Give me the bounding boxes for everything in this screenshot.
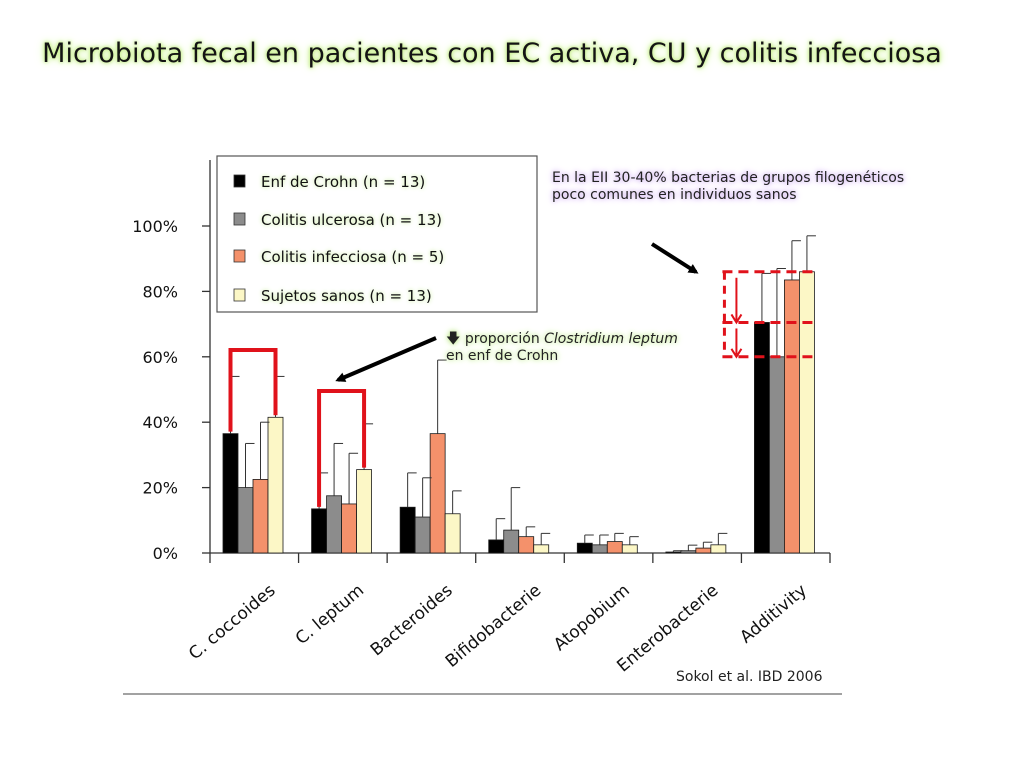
slide-title: Microbiota fecal en pacientes con EC act… <box>42 38 942 69</box>
bar <box>518 536 535 554</box>
bar <box>769 356 785 554</box>
x-category-label: Bacteroides <box>367 580 457 660</box>
annotation-brackets <box>228 270 813 507</box>
x-category-label: C. leptum <box>292 581 368 649</box>
bracket-c-coccoides <box>228 348 278 432</box>
bar <box>503 529 520 554</box>
bar <box>326 495 342 554</box>
bar <box>252 479 269 554</box>
bar <box>429 433 446 554</box>
bar <box>784 279 800 554</box>
bar <box>710 544 727 554</box>
bar <box>799 271 815 554</box>
legend-swatch <box>233 174 246 188</box>
x-category-label: Atopobium <box>550 581 634 656</box>
y-tick-label: 20% <box>142 479 178 498</box>
y-tick-label: 0% <box>153 544 178 563</box>
legend-label: Sujetos sanos (n = 13) <box>261 287 432 305</box>
bar <box>606 541 623 554</box>
clostridium-note-italic: Clostridium leptum <box>544 331 678 347</box>
bar <box>680 550 697 554</box>
y-tick-label: 60% <box>142 348 178 367</box>
bar <box>311 508 327 554</box>
bar <box>237 487 254 554</box>
clostridium-note-prefix: proporción <box>464 331 545 347</box>
arrow-down-icon: 🡇 <box>446 331 461 347</box>
annotation-arrow-c-leptum <box>335 336 437 382</box>
clostridium-note-suffix: en enf de Crohn <box>446 348 559 364</box>
bar <box>533 544 550 554</box>
bar <box>399 506 416 554</box>
x-category-label: C. coccoides <box>185 580 279 664</box>
legend-label: Colitis infecciosa (n = 5) <box>261 248 444 266</box>
legend-swatch <box>233 288 246 302</box>
clostridium-annotation: 🡇 proporción Clostridium leptum en enf d… <box>446 331 686 365</box>
bar <box>341 503 357 554</box>
x-category-label: Additivity <box>736 581 811 648</box>
additivity-arrow-head <box>730 348 743 359</box>
legend-swatch <box>233 249 246 263</box>
bar <box>488 539 505 554</box>
legend-label: Colitis ulcerosa (n = 13) <box>261 211 442 229</box>
bracket-c-leptum <box>317 389 367 507</box>
bar <box>591 544 608 554</box>
bar <box>222 433 239 554</box>
top-annotation: En la EII 30-40% bacterias de grupos fil… <box>552 170 905 203</box>
x-category-label: Bifidobacterie <box>442 581 545 672</box>
legend-box <box>216 155 538 313</box>
bar <box>444 513 461 554</box>
legend-label: Enf de Crohn (n = 13) <box>261 173 425 191</box>
bar <box>695 547 712 554</box>
bar <box>621 544 638 554</box>
bar <box>576 542 593 554</box>
y-tick-label: 80% <box>142 282 178 301</box>
bar <box>665 551 682 554</box>
bars <box>222 271 815 554</box>
bar <box>414 516 431 554</box>
y-tick-label: 40% <box>142 413 178 432</box>
legend-swatch <box>233 212 246 226</box>
additivity-arrow-head <box>730 313 743 325</box>
bar <box>356 469 372 554</box>
y-tick-label: 100% <box>132 217 178 236</box>
annotation-arrow-additivity <box>650 242 699 274</box>
bar <box>267 416 284 554</box>
source-citation: Sokol et al. IBD 2006 <box>676 669 823 685</box>
legend: Enf de Crohn (n = 13) Colitis ulcerosa (n… <box>216 155 538 313</box>
